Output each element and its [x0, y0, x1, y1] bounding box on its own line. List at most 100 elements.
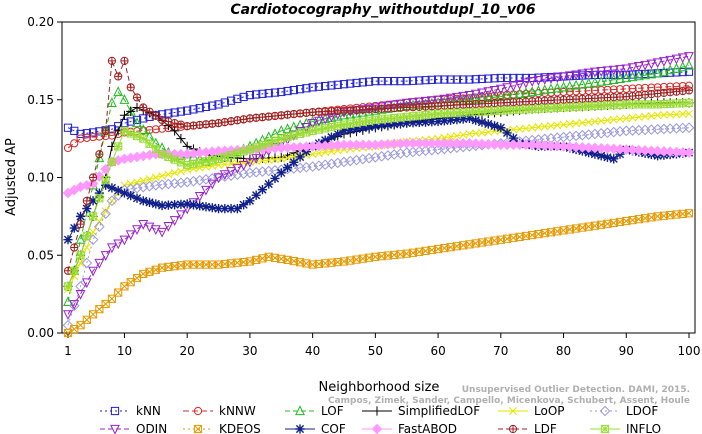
- data-point: [345, 125, 355, 135]
- data-point: [207, 179, 218, 190]
- data-point: [478, 128, 486, 137]
- data-point: [289, 131, 298, 140]
- data-point: [302, 84, 311, 93]
- data-point: [126, 191, 136, 201]
- data-point: [132, 225, 142, 236]
- data-point: [339, 257, 349, 266]
- data-point: [95, 305, 104, 314]
- data-point: [383, 251, 393, 260]
- legend-item-ldof: LDOF: [590, 404, 658, 418]
- data-point: [509, 106, 518, 114]
- data-point: [277, 254, 286, 263]
- data-point: [396, 113, 405, 122]
- legend-item-knn: kNN: [100, 404, 161, 418]
- data-point: [100, 251, 111, 261]
- data-point: [282, 123, 293, 134]
- data-point: [83, 197, 91, 205]
- data-point: [194, 174, 206, 186]
- data-point: [471, 75, 480, 84]
- data-point: [327, 147, 336, 156]
- data-point: [183, 260, 192, 269]
- data-point: [189, 260, 198, 269]
- data-point: [490, 74, 499, 83]
- data-point: [101, 176, 110, 185]
- data-point: [314, 125, 323, 134]
- data-point: [251, 190, 261, 200]
- data-point: [640, 60, 650, 71]
- data-point: [164, 117, 172, 126]
- data-point: [464, 113, 475, 124]
- data-point: [377, 252, 386, 261]
- data-point: [200, 174, 212, 185]
- data-point: [527, 76, 538, 87]
- y-tick-label: 0.20: [27, 15, 54, 29]
- data-point: [283, 255, 292, 265]
- data-point: [571, 87, 581, 96]
- data-point: [370, 103, 381, 114]
- data-point: [120, 126, 129, 135]
- data-point: [139, 176, 148, 185]
- data-point: [251, 154, 262, 164]
- data-point: [509, 425, 517, 433]
- data-point: [508, 81, 519, 92]
- data-point: [534, 230, 543, 239]
- data-point: [685, 98, 693, 107]
- data-point: [402, 112, 411, 121]
- data-point: [110, 406, 120, 416]
- data-point: [641, 112, 650, 121]
- data-point: [597, 101, 606, 110]
- data-point: [113, 86, 124, 97]
- data-point: [252, 90, 261, 99]
- data-point: [371, 76, 380, 86]
- data-point: [170, 108, 179, 117]
- data-point: [596, 151, 606, 161]
- data-point: [145, 175, 154, 184]
- data-point: [183, 106, 192, 115]
- data-point: [390, 250, 399, 260]
- data-point: [364, 253, 374, 262]
- data-point: [547, 121, 555, 130]
- data-point: [333, 80, 342, 89]
- x-tick-label: 50: [368, 344, 383, 358]
- x-tick-label: 30: [242, 344, 257, 358]
- data-point: [653, 212, 662, 221]
- data-point: [528, 230, 537, 240]
- data-point: [553, 103, 562, 112]
- data-point: [64, 282, 72, 291]
- data-point: [258, 254, 267, 263]
- data-point: [176, 261, 186, 270]
- x-tick-label: 100: [678, 344, 701, 358]
- legend-item-odin: ODIN: [100, 422, 167, 434]
- data-point: [82, 315, 91, 324]
- data-point: [232, 204, 242, 214]
- data-point: [157, 263, 167, 272]
- data-point: [646, 59, 657, 70]
- data-point: [414, 117, 424, 128]
- data-point: [396, 250, 405, 259]
- data-point: [245, 196, 255, 206]
- legend-label: LOF: [321, 404, 344, 418]
- watermark-line-1: Unsupervised Outlier Detection. DAMI, 20…: [462, 385, 690, 395]
- data-point: [101, 207, 110, 216]
- data-point: [496, 106, 505, 115]
- data-point: [459, 108, 468, 117]
- data-point: [446, 243, 455, 252]
- data-point: [151, 173, 160, 182]
- legend-item-loop: LoOP: [498, 404, 565, 418]
- series-line: [67, 59, 690, 271]
- data-point: [125, 230, 136, 241]
- data-point: [590, 117, 599, 126]
- data-point: [81, 206, 92, 217]
- data-point: [377, 115, 386, 124]
- data-point: [176, 107, 186, 116]
- series-ldof: [62, 122, 695, 331]
- data-point: [509, 125, 518, 134]
- data-point: [176, 134, 186, 144]
- data-point: [238, 160, 249, 171]
- data-point: [76, 129, 85, 139]
- data-point: [502, 128, 512, 138]
- data-point: [252, 255, 261, 265]
- data-point: [327, 123, 336, 132]
- legend-label: INFLO: [626, 422, 661, 434]
- y-axis-label: Adjusted AP: [4, 138, 19, 216]
